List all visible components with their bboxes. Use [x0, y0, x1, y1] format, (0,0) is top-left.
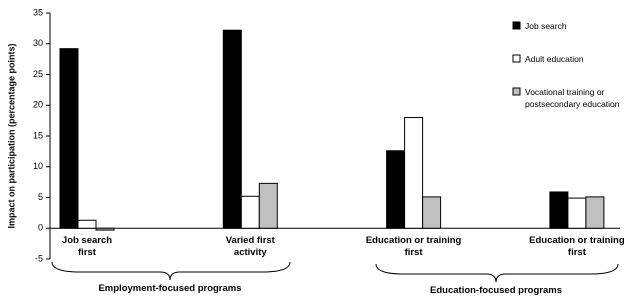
y-tick-label: 25 — [33, 69, 43, 79]
group-brace — [375, 263, 619, 283]
x-tick-label: Varied first activity — [225, 235, 275, 258]
bar — [77, 219, 97, 229]
bar — [404, 117, 424, 229]
legend-label: Adult education — [525, 54, 584, 64]
group-brace — [51, 261, 291, 281]
bar — [258, 182, 278, 229]
x-tick-label: Education or training first — [365, 235, 462, 258]
bar — [222, 29, 242, 229]
y-tick-label: 5 — [38, 192, 43, 202]
bar — [422, 196, 442, 229]
legend-swatch — [512, 21, 521, 30]
group-label: Employment-focused programs — [98, 283, 242, 294]
bar — [585, 196, 605, 229]
bar — [386, 150, 406, 229]
y-axis-label: Impact on participation (percentage poin… — [6, 43, 16, 228]
y-tick-label: -5 — [35, 253, 43, 263]
x-tick-label: Job search first — [61, 235, 113, 258]
legend-swatch — [512, 87, 521, 96]
bar — [59, 48, 79, 229]
bar — [240, 195, 260, 229]
bar — [95, 227, 115, 231]
y-tick-label: 35 — [33, 7, 43, 17]
y-tick-label: 10 — [33, 161, 43, 171]
bar — [549, 191, 569, 229]
y-tick-label: 20 — [33, 100, 43, 110]
legend-swatch — [512, 54, 521, 63]
x-tick-label: Education or training first — [529, 235, 624, 258]
group-label: Education-focused programs — [430, 285, 562, 296]
legend-label: Vocational training or postsecondary edu… — [525, 87, 620, 109]
y-tick-label: 30 — [33, 38, 43, 48]
y-tick-label: 0 — [38, 223, 43, 233]
bar — [567, 197, 587, 229]
legend-label: Job search — [525, 21, 567, 31]
y-tick-label: 15 — [33, 130, 43, 140]
